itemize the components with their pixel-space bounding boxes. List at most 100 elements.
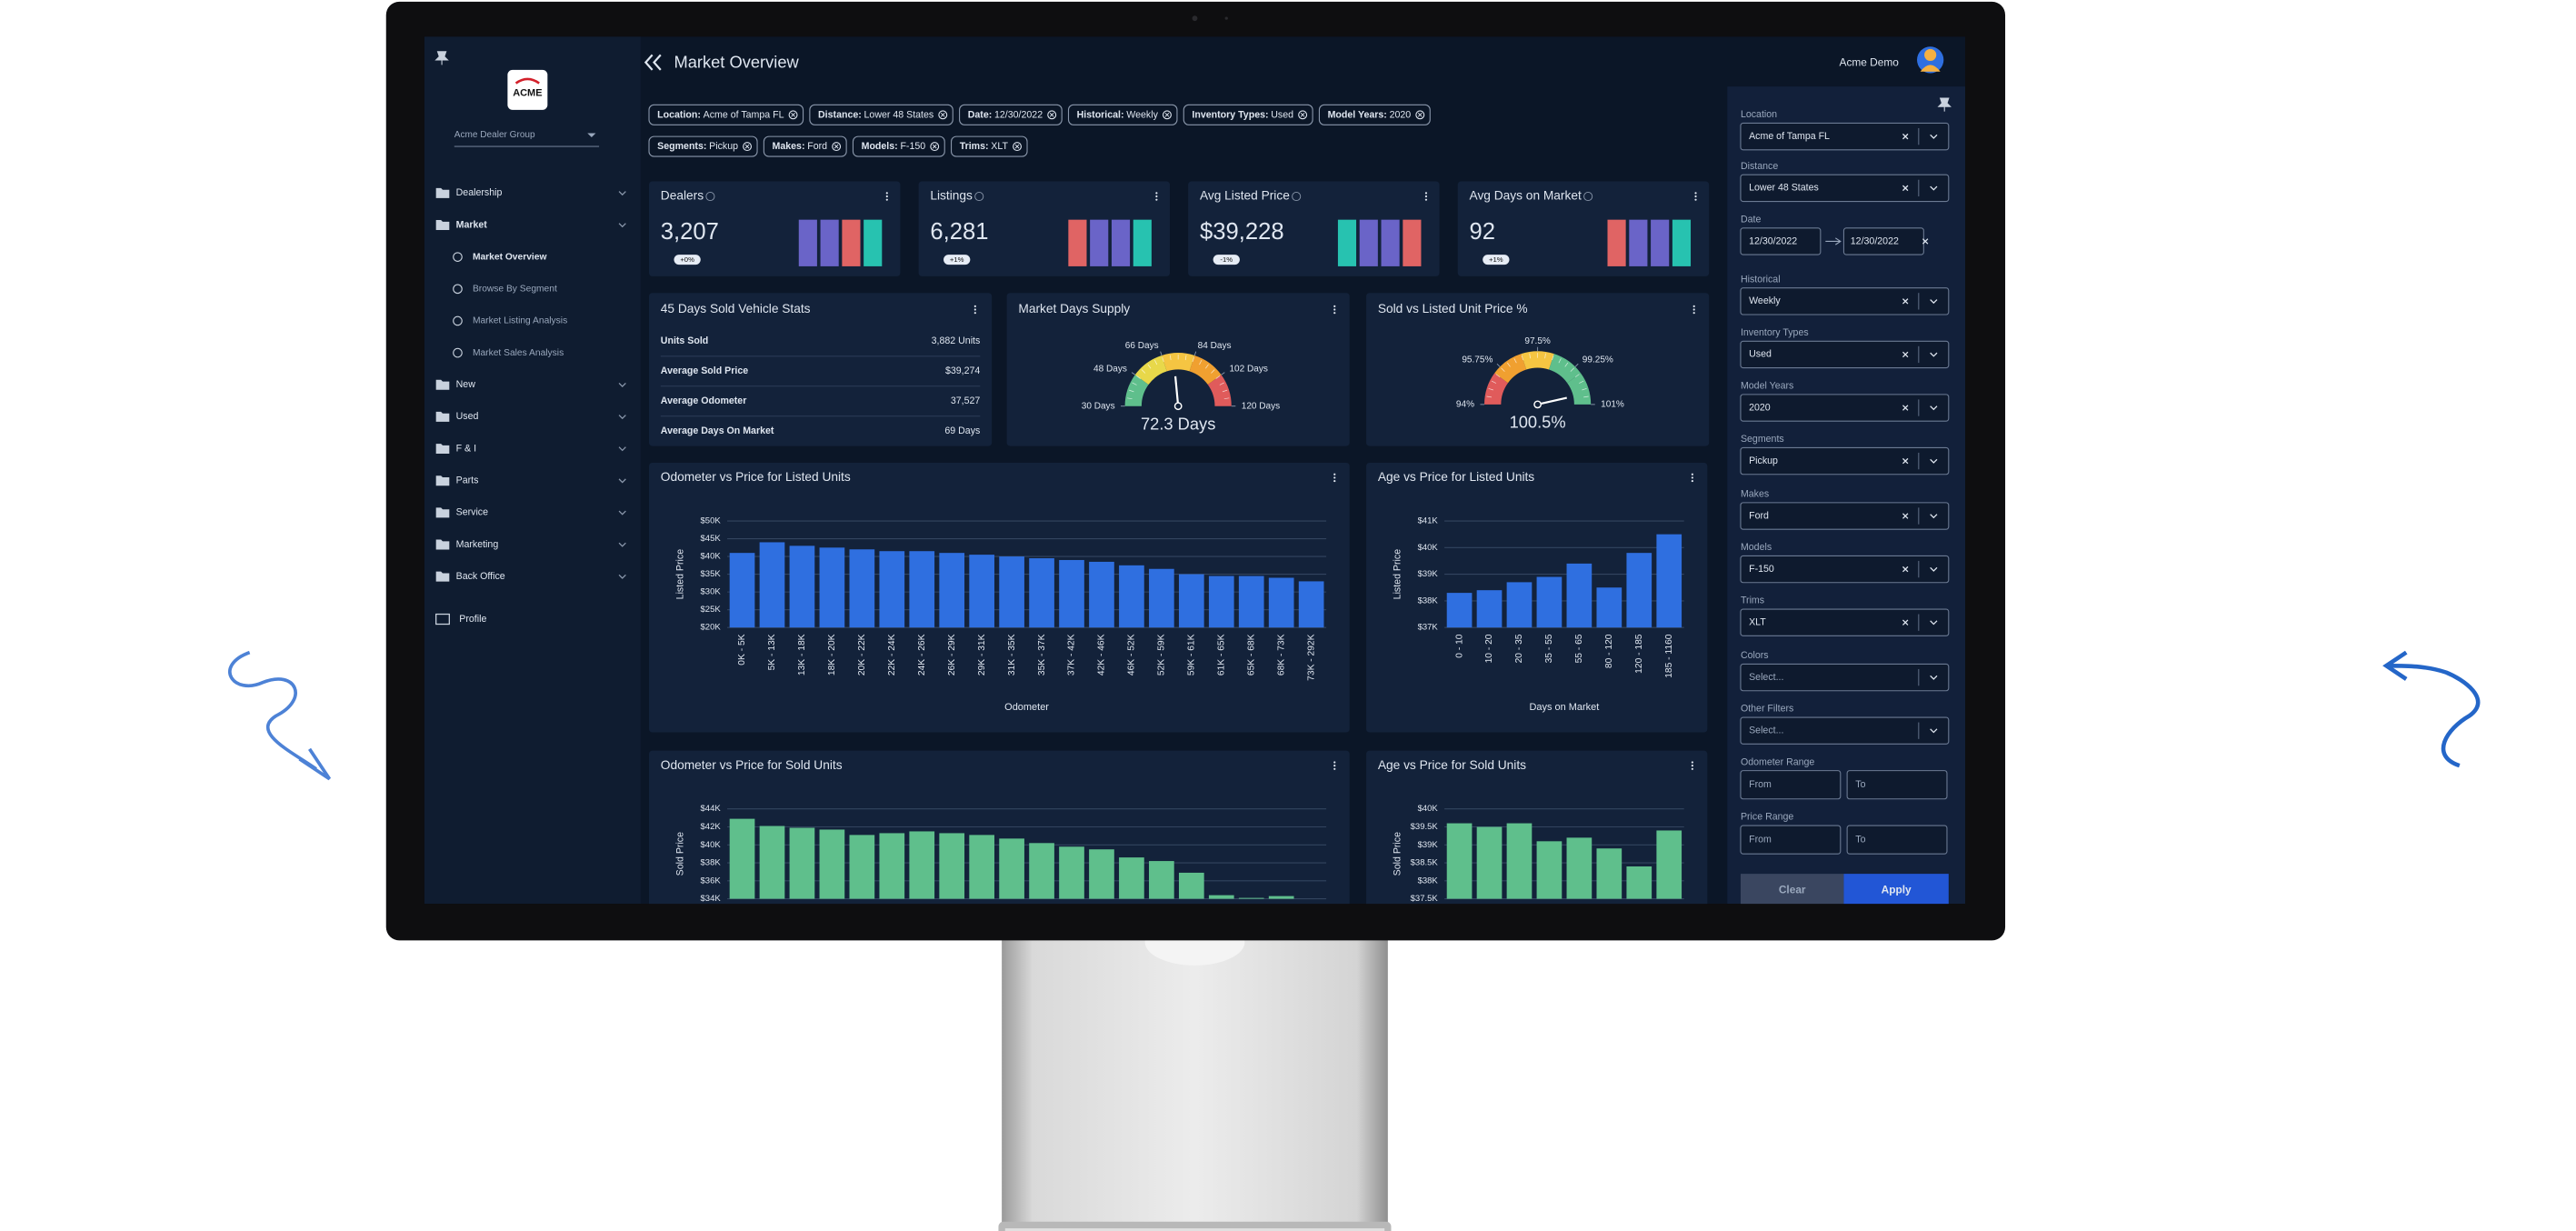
gauge-minor-tick	[1199, 359, 1203, 365]
chevron	[1930, 675, 1938, 680]
x-tick-label: 20K - 22K	[857, 634, 867, 676]
chip-remove[interactable]	[788, 110, 798, 120]
input-box[interactable]	[1740, 770, 1842, 800]
menu-dot	[1155, 198, 1158, 201]
input-box[interactable]	[1740, 502, 1950, 530]
input-box[interactable]	[1740, 340, 1950, 369]
filter-chip[interactable]: Segments: Pickup	[648, 135, 758, 157]
input-box[interactable]	[1740, 825, 1842, 855]
clear-icon[interactable]	[1902, 185, 1909, 192]
dealer-group[interactable]: Acme Dealer Group	[454, 130, 535, 140]
x-tick-label: 10 - 20	[1484, 634, 1494, 663]
x-tick-label: 0 - 10	[1454, 634, 1464, 658]
chip-remove[interactable]	[930, 142, 940, 152]
bar	[1119, 565, 1144, 628]
clear-icon[interactable]	[1922, 238, 1929, 245]
filter-chip[interactable]: Historical: Weekly	[1067, 104, 1178, 125]
input-box[interactable]	[1740, 608, 1950, 636]
chip-remove[interactable]	[743, 142, 753, 152]
input-box[interactable]	[1740, 394, 1950, 422]
x-axis-label: Days on Market	[1529, 702, 1599, 713]
nav-item[interactable]: Marketing	[456, 539, 499, 550]
clear-icon[interactable]	[1902, 619, 1909, 626]
bar	[819, 829, 845, 899]
gauge-minor-tick	[1141, 369, 1146, 374]
clear-icon[interactable]	[1902, 405, 1909, 411]
stat-value: $39,274	[945, 365, 980, 376]
subnav-item[interactable]: Browse By Segment	[473, 285, 557, 295]
filter-chip[interactable]: Makes: Ford	[763, 135, 847, 157]
filter-chip[interactable]: Distance: Lower 48 States	[809, 104, 954, 125]
y-tick-label: $44K	[701, 804, 722, 814]
filter-chip[interactable]: Inventory Types: Used	[1183, 104, 1313, 125]
kpi-value: 6,281	[930, 219, 988, 245]
input-box[interactable]	[1740, 122, 1950, 151]
input-box[interactable]	[1846, 825, 1948, 855]
clear-icon[interactable]	[1902, 565, 1909, 573]
filter-chip[interactable]: Location: Acme of Tampa FL	[648, 104, 804, 125]
chip-label: Distance:	[818, 109, 862, 120]
chart-title: Age vs Price for Sold Units	[1378, 758, 1526, 772]
input-box[interactable]	[1740, 174, 1950, 203]
chip-text: Models: F-150	[862, 141, 926, 152]
subnav-item[interactable]: Market Overview	[473, 252, 547, 262]
input-box[interactable]	[1740, 716, 1950, 745]
chip-remove[interactable]	[1163, 110, 1172, 120]
mini-bar	[1403, 219, 1422, 266]
apply-button[interactable]	[1843, 874, 1949, 907]
subnav-item[interactable]: Market Sales Analysis	[473, 348, 564, 358]
chip-remove[interactable]	[1415, 110, 1425, 120]
clear-icon[interactable]	[1902, 351, 1909, 358]
card	[1366, 293, 1710, 446]
chevron	[618, 574, 626, 579]
nav-item[interactable]: Back Office	[456, 571, 505, 582]
nav-item[interactable]: Service	[456, 507, 488, 518]
subnav-item[interactable]: Market Listing Analysis	[473, 316, 567, 326]
nav-item[interactable]: New	[456, 379, 476, 390]
chip-value: Used	[1271, 109, 1293, 120]
nav-item[interactable]: Profile	[459, 614, 486, 625]
stat-value: 3,882 Units	[932, 335, 981, 346]
collapse-icon[interactable]	[644, 54, 662, 71]
gauge-band	[1162, 353, 1195, 372]
gauge-minor-tick	[1223, 397, 1230, 400]
input-box[interactable]	[1740, 663, 1950, 692]
chip-remove[interactable]	[1047, 110, 1057, 120]
clear-icon[interactable]	[1902, 457, 1909, 465]
x-tick-label: 35 - 55	[1544, 634, 1554, 663]
input-box[interactable]	[1740, 227, 1822, 255]
bar	[999, 556, 1024, 628]
gauge-tick-label: 84 Days	[1198, 341, 1232, 351]
y-tick-label: $42K	[701, 822, 722, 832]
filter-chip[interactable]: Model Years: 2020	[1318, 104, 1431, 125]
filter-chip[interactable]: Date: 12/30/2022	[959, 104, 1063, 125]
input-box[interactable]	[1846, 770, 1948, 800]
filter-chip[interactable]: Models: F-150	[852, 135, 945, 157]
input-box[interactable]	[1740, 287, 1950, 315]
nav-item[interactable]: F & I	[456, 443, 476, 454]
clear-button[interactable]	[1740, 874, 1844, 907]
nav-item[interactable]: Dealership	[456, 187, 503, 198]
chip-remove[interactable]	[832, 142, 842, 152]
field-label: Historical	[1741, 274, 1781, 285]
user-name[interactable]: Acme Demo	[1840, 56, 1900, 69]
nav-item[interactable]: Parts	[456, 475, 479, 486]
filter-chip[interactable]: Trims: XLT	[951, 135, 1028, 157]
clear-label: Clear	[1779, 884, 1806, 896]
clear-icon[interactable]	[1902, 513, 1909, 519]
chip-remove[interactable]	[1013, 142, 1022, 152]
bar	[1506, 582, 1533, 628]
nav-item[interactable]: Market	[456, 219, 488, 230]
y-axis-label: Listed Price	[675, 549, 686, 600]
chip-remove[interactable]	[1298, 110, 1308, 120]
logo-swoosh	[514, 77, 540, 85]
input-box[interactable]	[1842, 227, 1924, 255]
nav-item[interactable]: Used	[456, 411, 479, 422]
bar	[849, 835, 875, 899]
clear-icon[interactable]	[1902, 133, 1909, 140]
input-box[interactable]	[1740, 446, 1950, 475]
chip-remove[interactable]	[938, 110, 948, 120]
clear-icon[interactable]	[1902, 298, 1909, 305]
subnav-icon	[453, 347, 463, 358]
input-box[interactable]	[1740, 555, 1950, 584]
